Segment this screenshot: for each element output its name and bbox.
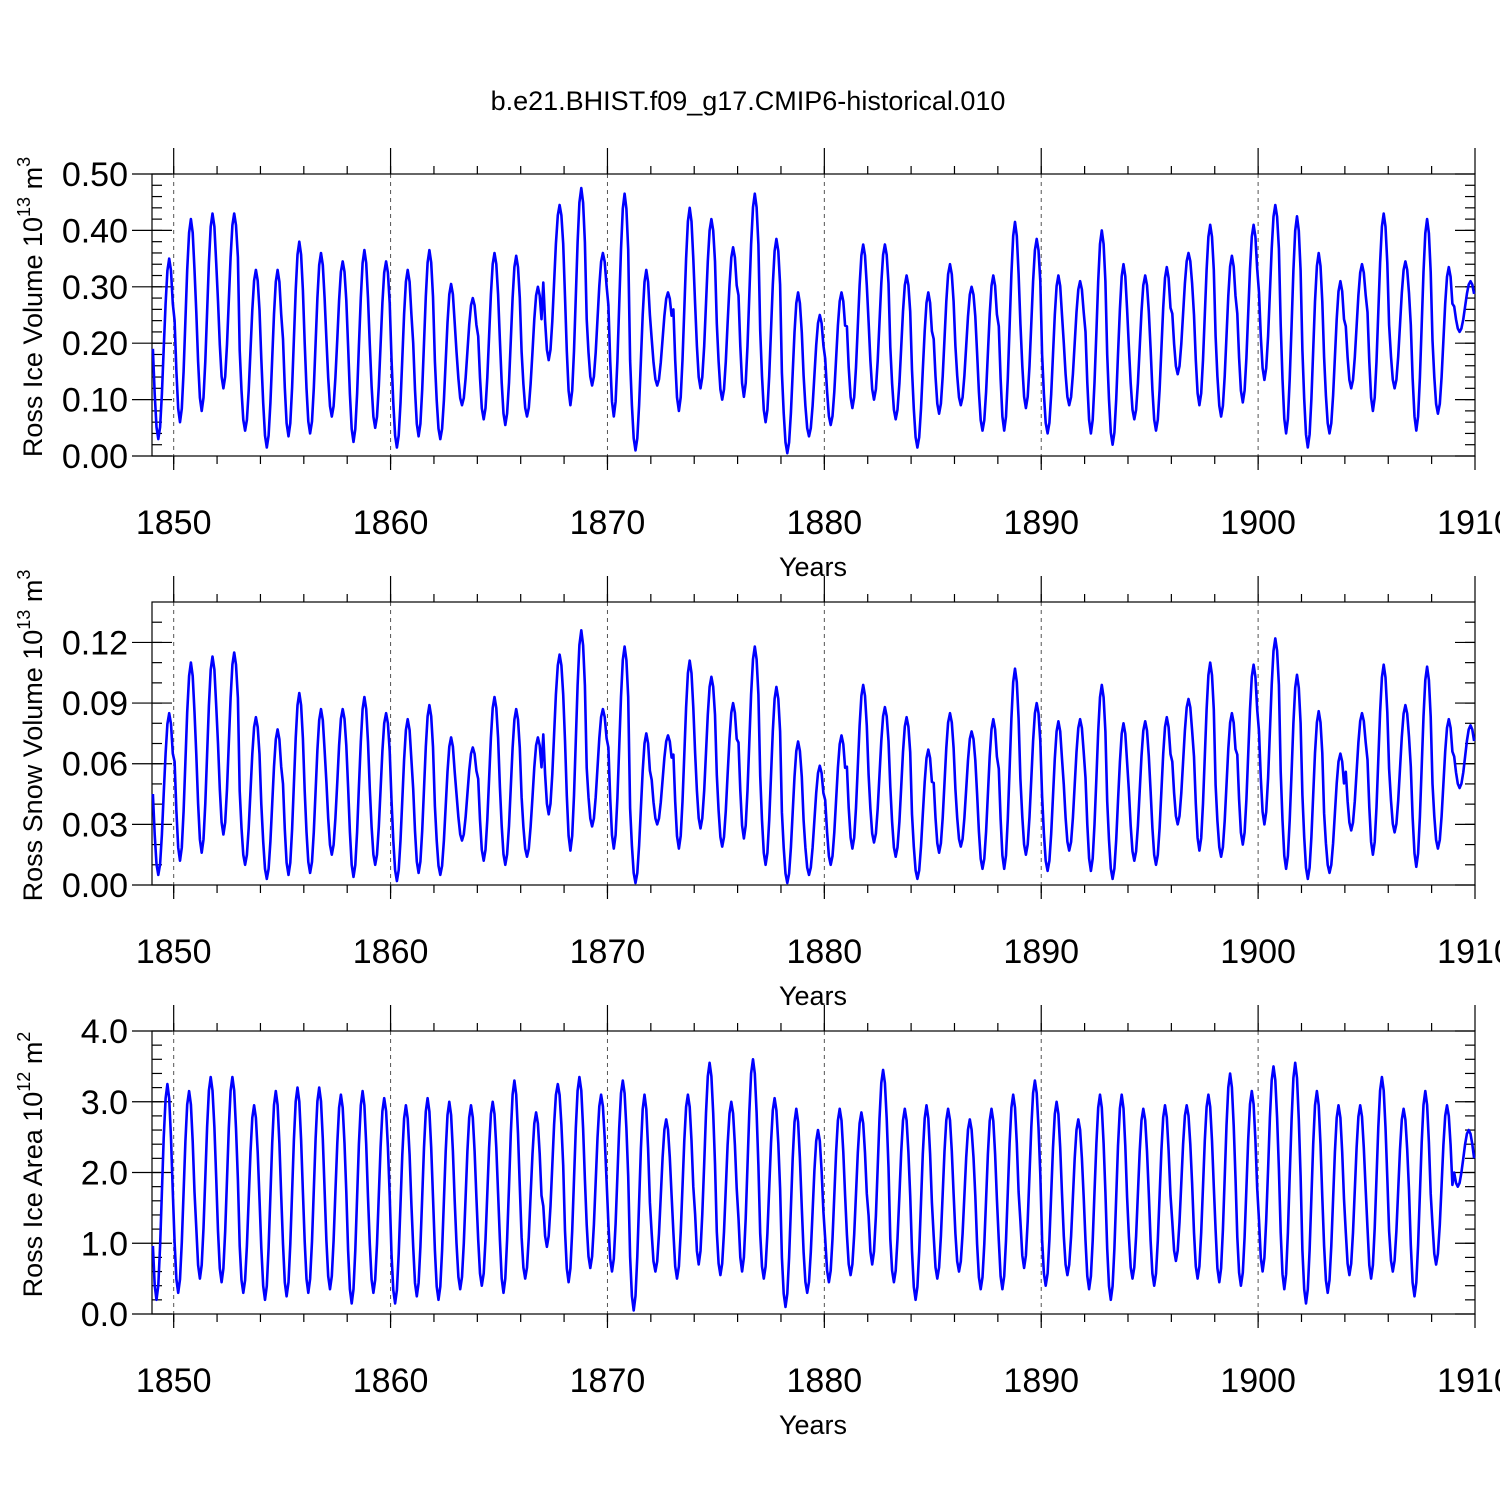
y-tick-label: 0.12: [62, 624, 128, 662]
x-tick-label: 1900: [1220, 1362, 1296, 1400]
x-tick-label: 1900: [1220, 504, 1296, 542]
y-tick-label: 0.20: [62, 325, 128, 363]
y-axis-title-text: Ross Snow Volume 10: [18, 630, 48, 902]
y-axis-title-superscript: 13: [14, 610, 34, 630]
x-tick-label: 1850: [136, 933, 212, 971]
y-tick-label: 3.0: [81, 1084, 128, 1122]
x-tick-label: 1880: [787, 933, 863, 971]
y-tick-label: 0.09: [62, 685, 128, 723]
y-axis-title-superscript: 2: [14, 1032, 34, 1042]
series-line-ross-snow-volume: [151, 629, 1476, 885]
x-tick-label: 1870: [570, 1362, 646, 1400]
x-tick-label: 1890: [1003, 1362, 1079, 1400]
y-axis-title-text: Ross Ice Area 10: [18, 1092, 48, 1298]
x-tick-label: 1860: [353, 933, 429, 971]
y-tick-label: 2.0: [81, 1155, 128, 1193]
x-tick-label: 1890: [1003, 504, 1079, 542]
plot-frame: [151, 173, 1476, 457]
y-axis-title-text: Ross Ice Volume 10: [18, 217, 48, 457]
y-axis-title: Ross Ice Volume 1013 m3: [14, 157, 48, 457]
x-tick-label: 1880: [787, 504, 863, 542]
x-tick-label: 1890: [1003, 933, 1079, 971]
y-tick-label: 0.40: [62, 212, 128, 250]
y-axis-title: Ross Ice Area 1012 m2: [14, 1032, 48, 1298]
y-tick-label: 0.00: [62, 438, 128, 476]
x-axis-title: Years: [779, 1410, 847, 1440]
x-tick-label: 1900: [1220, 933, 1296, 971]
page-title: b.e21.BHIST.f09_g17.CMIP6-historical.010: [491, 86, 1006, 116]
y-tick-label: 4.0: [81, 1013, 128, 1051]
y-tick-label: 1.0: [81, 1225, 128, 1263]
y-tick-label: 0.50: [62, 156, 128, 194]
y-tick-label: 0.06: [62, 746, 128, 784]
y-axis-title-text: m: [18, 580, 48, 610]
y-tick-label: 0.0: [81, 1296, 128, 1334]
y-axis-title-superscript: 3: [14, 570, 34, 580]
y-axis-title-text: m: [18, 1042, 48, 1072]
y-axis-title: Ross Snow Volume 1013 m3: [14, 570, 48, 902]
x-tick-label: 1860: [353, 1362, 429, 1400]
x-tick-label: 1860: [353, 504, 429, 542]
series-line-ross-ice-area: [151, 1058, 1476, 1312]
y-axis-title-superscript: 13: [14, 197, 34, 217]
x-axis-title: Years: [779, 981, 847, 1011]
y-axis-title-superscript: 3: [14, 157, 34, 167]
y-tick-label: 0.10: [62, 382, 128, 420]
x-tick-label: 1880: [787, 1362, 863, 1400]
y-tick-label: 0.30: [62, 269, 128, 307]
x-tick-label: 1870: [570, 933, 646, 971]
x-tick-label: 1850: [136, 1362, 212, 1400]
x-tick-label: 1870: [570, 504, 646, 542]
y-tick-label: 0.03: [62, 806, 128, 844]
x-tick-label: 1850: [136, 504, 212, 542]
y-axis-title-text: m: [18, 167, 48, 197]
x-axis-title: Years: [779, 552, 847, 582]
series-line-ross-ice-volume: [151, 186, 1476, 455]
y-tick-label: 0.00: [62, 867, 128, 905]
y-axis-title-superscript: 12: [14, 1072, 34, 1092]
